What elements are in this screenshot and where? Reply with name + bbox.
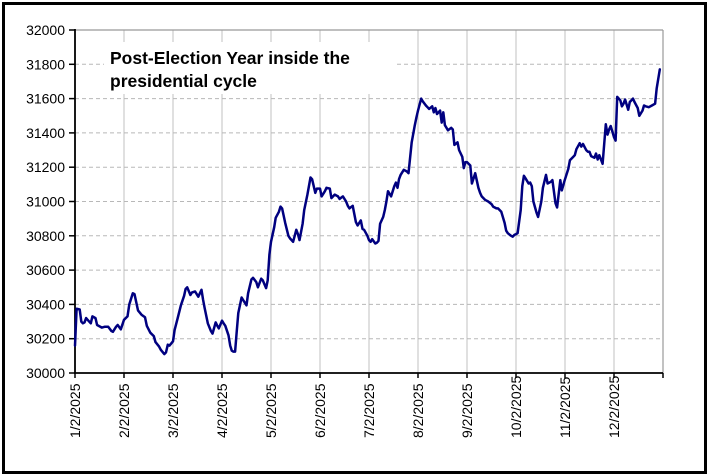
plot-border [75, 29, 664, 373]
price-line [73, 68, 662, 356]
title-background [104, 42, 396, 94]
y-tick-label: 31600 [26, 91, 65, 107]
x-tick-label: 8/2/2025 [410, 383, 426, 438]
y-axis-labels: 30000 30200 30400 30600 30800 31000 31200 31400… [26, 22, 65, 381]
y-tick-label: 30200 [26, 331, 65, 347]
y-tick-label: 31800 [26, 56, 65, 72]
y-tick-label: 30000 [26, 365, 65, 381]
chart-title-line1: Post-Election Year inside the [110, 48, 350, 68]
y-tick-label: 31000 [26, 194, 65, 210]
x-axis-labels: 1/2/2025 2/2/2025 3/2/2025 4/2/2025 5/2/2025… [67, 376, 622, 438]
x-tick-label: 4/2/2025 [214, 383, 230, 438]
x-tick-label: 2/2/2025 [116, 383, 132, 438]
horizontal-gridlines [75, 63, 663, 340]
y-tick-label: 31200 [26, 159, 65, 175]
x-tick-label: 7/2/2025 [361, 383, 377, 438]
y-tick-label: 30400 [26, 296, 65, 312]
x-tick-label: 11/2/2025 [557, 377, 573, 438]
chart-title-line2: presidential cycle [110, 71, 257, 91]
x-tick-label: 3/2/2025 [165, 383, 181, 438]
x-tick-label: 10/2/2025 [508, 376, 524, 438]
x-tick-label: 5/2/2025 [263, 383, 279, 438]
y-tick-label: 30800 [26, 228, 65, 244]
x-tick-label: 1/2/2025 [67, 383, 83, 438]
y-tick-label: 32000 [26, 22, 65, 38]
x-tick-label: 6/2/2025 [312, 383, 328, 438]
x-tick-label: 9/2/2025 [459, 383, 475, 438]
y-tick-label: 31400 [26, 125, 65, 141]
axis-ticks [69, 29, 664, 378]
x-tick-label: 12/2/2025 [606, 376, 622, 438]
y-tick-label: 30600 [26, 262, 65, 278]
